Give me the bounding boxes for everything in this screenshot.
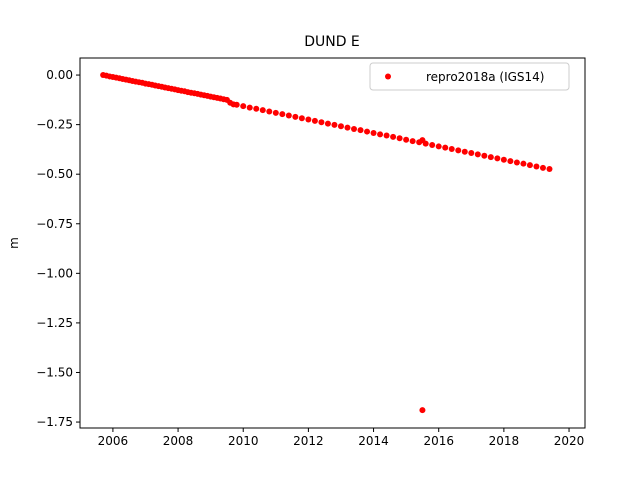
point [357, 127, 364, 134]
point [305, 116, 312, 123]
point [344, 124, 351, 131]
point [259, 107, 266, 114]
point [324, 120, 331, 127]
point [461, 148, 468, 155]
y-tick-label: −1.25 [36, 316, 73, 330]
point [298, 115, 305, 122]
x-tick-label: 2010 [228, 434, 259, 448]
point [377, 131, 384, 138]
x-tick-label: 2012 [293, 434, 324, 448]
point [383, 132, 390, 139]
point [351, 125, 358, 132]
chart-title: DUND E [304, 34, 360, 50]
y-tick-label: −1.50 [36, 365, 73, 379]
point [246, 104, 253, 111]
point [513, 159, 520, 166]
x-tick-label: 2020 [554, 434, 585, 448]
point [520, 160, 527, 167]
point [455, 147, 462, 154]
point [442, 144, 449, 151]
point [419, 407, 426, 414]
x-tick-label: 2018 [489, 434, 520, 448]
point [481, 152, 488, 159]
point [370, 129, 377, 136]
point [331, 121, 338, 128]
x-tick-label: 2014 [358, 434, 389, 448]
point [500, 156, 507, 163]
point [390, 133, 397, 140]
legend-label: repro2018a (IGS14) [426, 70, 544, 84]
point [533, 163, 540, 170]
x-tick-label: 2016 [423, 434, 454, 448]
point [494, 155, 501, 162]
point [546, 166, 553, 173]
y-tick-label: −1.00 [36, 266, 73, 280]
point [474, 151, 481, 158]
point [507, 158, 514, 165]
point [419, 137, 426, 144]
y-tick-label: 0.00 [46, 68, 73, 82]
y-tick-label: −0.75 [36, 217, 73, 231]
legend-marker [385, 73, 391, 80]
point [448, 146, 455, 153]
point [429, 142, 436, 149]
legend-box [369, 62, 570, 91]
point [240, 103, 247, 110]
point [279, 111, 286, 118]
point [285, 112, 292, 119]
point [487, 154, 494, 161]
point [364, 128, 371, 135]
y-axis-label: m [7, 237, 21, 249]
x-tick-label: 2008 [163, 434, 194, 448]
point [272, 109, 279, 116]
point [318, 119, 325, 126]
point [526, 162, 533, 169]
point [409, 138, 416, 145]
point [337, 123, 344, 130]
point [435, 143, 442, 150]
x-tick-label: 2006 [98, 434, 129, 448]
y-tick-label: −0.25 [36, 118, 73, 132]
point [311, 117, 318, 124]
point [468, 149, 475, 156]
point [539, 164, 546, 171]
plot-frame [79, 57, 586, 429]
point [292, 113, 299, 120]
y-tick-label: −0.50 [36, 167, 73, 181]
point [266, 108, 273, 115]
point [403, 136, 410, 143]
point [253, 105, 260, 112]
point [396, 135, 403, 142]
point [233, 101, 240, 108]
y-tick-label: −1.75 [36, 415, 73, 429]
